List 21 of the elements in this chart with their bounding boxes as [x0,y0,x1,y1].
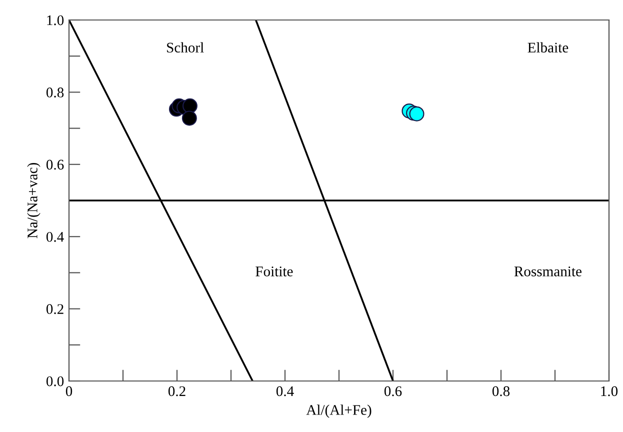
y-tick-label: 0.0 [46,376,64,386]
y-tick-label: 1.0 [47,15,64,26]
y-tick-label: 0.8 [46,88,64,98]
annotation: Rossmanite [514,266,582,276]
x-tick-label: 0 [66,386,72,396]
point [182,98,198,114]
annotation: Foitite [256,266,293,276]
annotation: Elbaite [528,42,568,53]
y-tick-label: 0.4 [46,232,64,242]
x-axis-title: Al/(Al+Fe) [306,404,372,418]
x-tick-label: 0.2 [168,386,186,396]
point [409,106,424,122]
x-tick-label: 0.8 [492,386,510,396]
y-axis-title: Na/(Na+vac) [27,163,40,238]
x-tick-label: 0.6 [384,386,402,396]
y-tick-label: 0.6 [46,160,64,170]
point [182,110,197,126]
y-tick-label: 0.2 [46,304,64,314]
x-tick-label: 1.0 [601,386,618,396]
x-tick-label: 0.4 [276,386,294,396]
annotation: Schorl [167,42,204,53]
